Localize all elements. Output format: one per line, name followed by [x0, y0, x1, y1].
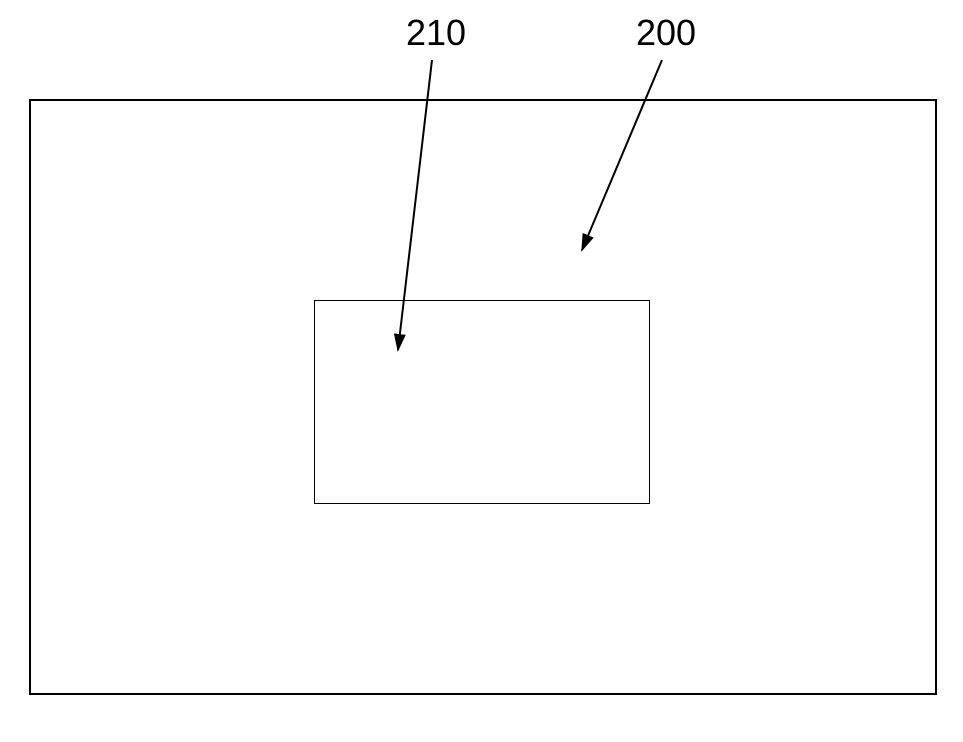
inner-rectangle [314, 300, 650, 504]
diagram-container: 210 200 [0, 0, 963, 742]
label-210: 210 [406, 12, 466, 54]
label-200: 200 [636, 12, 696, 54]
